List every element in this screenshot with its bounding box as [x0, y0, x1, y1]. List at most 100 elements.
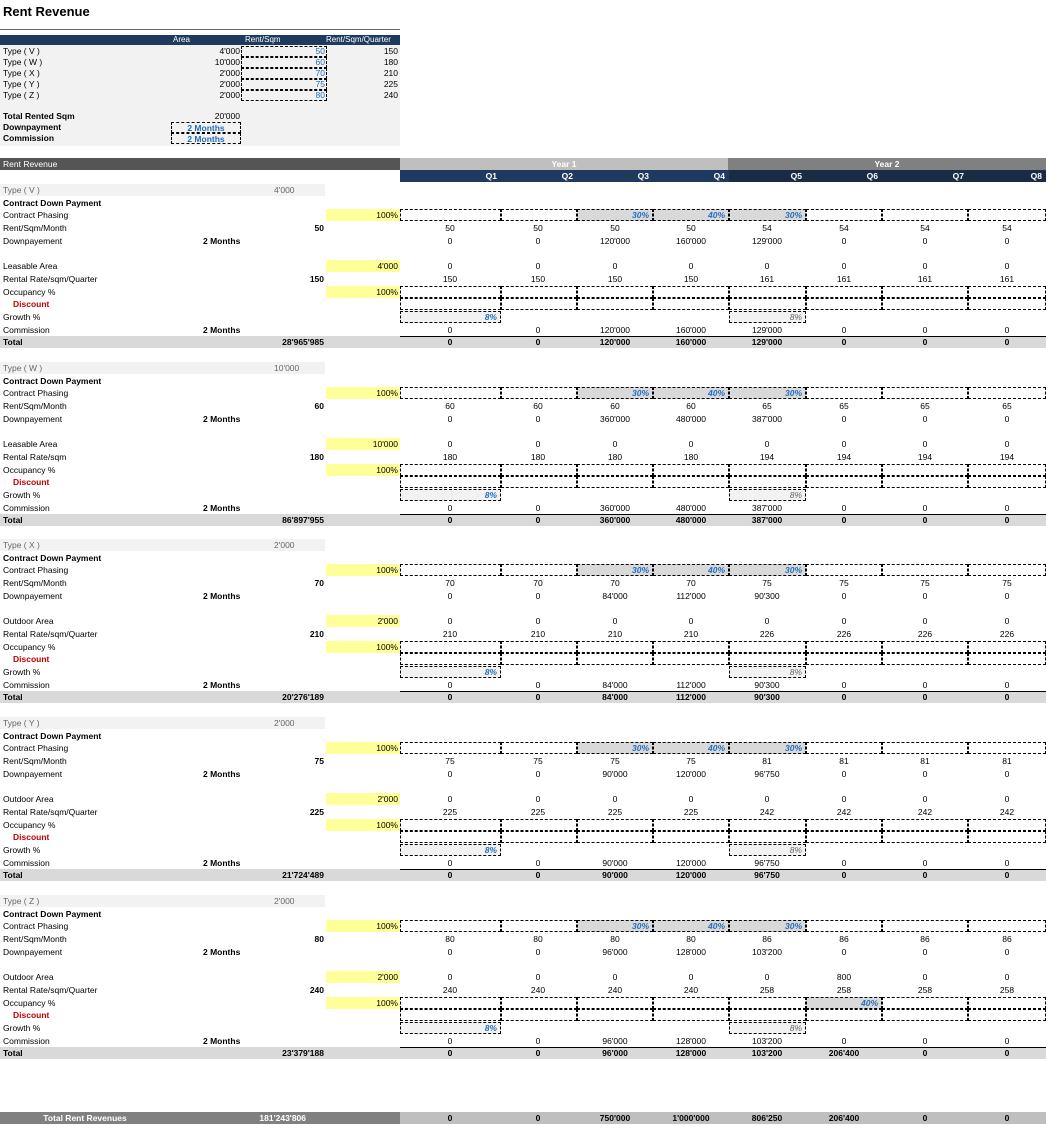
occupancy-cell[interactable]	[882, 818, 968, 831]
occupancy-value[interactable]: 100%	[326, 996, 400, 1009]
phasing-cell[interactable]	[400, 564, 501, 577]
discount-cell[interactable]	[968, 298, 1046, 311]
occupancy-cell[interactable]	[968, 818, 1046, 831]
phasing-cell[interactable]	[501, 564, 577, 577]
downpayment-input[interactable]: 2 Months	[171, 122, 241, 133]
discount-cell[interactable]	[882, 653, 968, 666]
phasing-cell[interactable]	[882, 920, 968, 933]
area-value[interactable]: 2'000	[326, 615, 400, 628]
phasing-cell[interactable]: 30%	[729, 387, 806, 400]
discount-cell[interactable]	[400, 298, 501, 311]
discount-cell[interactable]	[968, 476, 1046, 489]
phasing-cell[interactable]	[501, 387, 577, 400]
discount-cell[interactable]	[501, 298, 577, 311]
discount-cell[interactable]	[882, 831, 968, 844]
rent-sqm-input[interactable]: 70	[241, 68, 327, 79]
growth-year1[interactable]	[400, 489, 501, 501]
discount-cell[interactable]	[968, 831, 1046, 844]
occupancy-cell[interactable]	[577, 463, 653, 476]
discount-cell[interactable]	[653, 1009, 729, 1022]
phasing-cell[interactable]	[968, 209, 1046, 222]
phasing-cell[interactable]: 30%	[577, 209, 653, 222]
growth-year1[interactable]	[400, 311, 501, 323]
occupancy-cell[interactable]	[400, 285, 501, 298]
phasing-cell[interactable]: 40%	[653, 742, 729, 755]
phasing-total[interactable]: 100%	[326, 920, 400, 933]
phasing-cell[interactable]	[400, 209, 501, 222]
occupancy-cell[interactable]	[882, 463, 968, 476]
phasing-cell[interactable]: 30%	[577, 742, 653, 755]
growth-year2[interactable]	[729, 1022, 806, 1034]
phasing-total[interactable]: 100%	[326, 564, 400, 577]
discount-cell[interactable]	[653, 476, 729, 489]
discount-cell[interactable]	[653, 298, 729, 311]
rent-sqm-input[interactable]: 80	[241, 90, 327, 101]
phasing-cell[interactable]	[968, 742, 1046, 755]
phasing-total[interactable]: 100%	[326, 742, 400, 755]
occupancy-value[interactable]: 100%	[326, 818, 400, 831]
phasing-cell[interactable]: 40%	[653, 209, 729, 222]
discount-cell[interactable]	[400, 476, 501, 489]
growth-year2[interactable]	[729, 666, 806, 678]
phasing-cell[interactable]	[400, 742, 501, 755]
discount-cell[interactable]	[968, 653, 1046, 666]
phasing-cell[interactable]	[806, 920, 882, 933]
phasing-cell[interactable]: 30%	[729, 209, 806, 222]
discount-cell[interactable]	[577, 298, 653, 311]
growth-year2[interactable]	[729, 489, 806, 501]
discount-cell[interactable]	[577, 653, 653, 666]
rent-sqm-input[interactable]: 75	[241, 79, 327, 90]
occupancy-cell[interactable]: 40%	[806, 996, 882, 1009]
discount-cell[interactable]	[400, 653, 501, 666]
occupancy-cell[interactable]	[806, 285, 882, 298]
phasing-cell[interactable]: 40%	[653, 564, 729, 577]
occupancy-cell[interactable]	[729, 818, 806, 831]
growth-year2[interactable]	[729, 844, 806, 856]
occupancy-cell[interactable]	[882, 640, 968, 653]
rent-sqm-input[interactable]: 60	[241, 57, 327, 68]
phasing-cell[interactable]	[400, 920, 501, 933]
occupancy-cell[interactable]	[729, 463, 806, 476]
discount-cell[interactable]	[882, 476, 968, 489]
discount-cell[interactable]	[400, 831, 501, 844]
discount-cell[interactable]	[501, 476, 577, 489]
discount-cell[interactable]	[577, 831, 653, 844]
discount-cell[interactable]	[729, 298, 806, 311]
occupancy-cell[interactable]	[806, 640, 882, 653]
occupancy-value[interactable]: 100%	[326, 463, 400, 476]
discount-cell[interactable]	[501, 831, 577, 844]
discount-cell[interactable]	[882, 298, 968, 311]
discount-cell[interactable]	[806, 476, 882, 489]
occupancy-cell[interactable]	[577, 285, 653, 298]
area-value[interactable]: 2'000	[326, 793, 400, 806]
occupancy-cell[interactable]	[653, 640, 729, 653]
discount-cell[interactable]	[806, 831, 882, 844]
commission-input[interactable]: 2 Months	[171, 133, 241, 144]
occupancy-cell[interactable]	[501, 818, 577, 831]
occupancy-cell[interactable]	[501, 463, 577, 476]
phasing-cell[interactable]	[806, 209, 882, 222]
phasing-cell[interactable]	[882, 209, 968, 222]
occupancy-cell[interactable]	[400, 818, 501, 831]
occupancy-cell[interactable]	[968, 463, 1046, 476]
occupancy-cell[interactable]	[653, 818, 729, 831]
discount-cell[interactable]	[729, 1009, 806, 1022]
phasing-cell[interactable]	[501, 920, 577, 933]
occupancy-cell[interactable]	[501, 640, 577, 653]
occupancy-cell[interactable]	[577, 996, 653, 1009]
occupancy-cell[interactable]	[968, 640, 1046, 653]
discount-cell[interactable]	[882, 1009, 968, 1022]
occupancy-cell[interactable]	[882, 285, 968, 298]
phasing-cell[interactable]	[400, 387, 501, 400]
area-value[interactable]: 4'000	[326, 260, 400, 273]
phasing-cell[interactable]: 30%	[577, 920, 653, 933]
discount-cell[interactable]	[806, 653, 882, 666]
occupancy-cell[interactable]	[400, 996, 501, 1009]
growth-year1[interactable]	[400, 844, 501, 856]
phasing-cell[interactable]	[501, 209, 577, 222]
occupancy-cell[interactable]	[729, 640, 806, 653]
phasing-cell[interactable]	[882, 387, 968, 400]
discount-cell[interactable]	[653, 653, 729, 666]
phasing-cell[interactable]	[882, 742, 968, 755]
phasing-cell[interactable]: 30%	[729, 564, 806, 577]
